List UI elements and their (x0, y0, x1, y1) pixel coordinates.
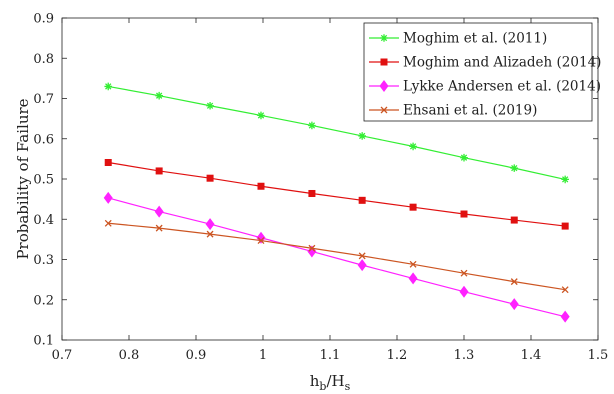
data-point-2-2 (155, 167, 163, 175)
data-point-4-10 (561, 286, 569, 294)
x-axis-label-sub-s: s (345, 380, 351, 393)
series-2 (104, 158, 569, 230)
legend-item-2: Moghim and Alizadeh (2014) (369, 55, 601, 71)
x-tick-label: 1.5 (588, 348, 609, 363)
data-point-1-2 (155, 91, 163, 100)
data-point-2-10 (561, 222, 569, 230)
legend-item-1: Moghim et al. (2011) (369, 31, 547, 47)
legend-item-4: Ehsani et al. (2019) (369, 103, 537, 119)
data-point-1-4 (257, 111, 265, 120)
data-point-1-8 (460, 153, 468, 162)
data-point-3-8 (459, 285, 469, 298)
data-point-4-5 (308, 244, 316, 252)
y-tick-label: 0.6 (33, 132, 54, 147)
x-tick-label: 0.7 (52, 348, 73, 363)
data-point-2-4 (257, 182, 265, 190)
y-tick-label: 0.1 (33, 334, 54, 349)
data-point-3-10 (560, 310, 570, 323)
y-tick-label: 0.2 (33, 293, 54, 308)
data-point-1-3 (206, 101, 214, 110)
y-tick-label: 0.7 (33, 92, 54, 107)
data-point-4-1 (104, 219, 112, 227)
data-point-2-6 (358, 196, 366, 204)
legend-label: Lykke Andersen et al. (2014) (403, 79, 601, 95)
x-axis-label-mid: /H (326, 372, 344, 390)
data-point-4-3 (206, 230, 214, 238)
data-point-3-7 (408, 272, 418, 285)
legend-swatch-marker (380, 58, 388, 66)
series-layer (103, 82, 570, 323)
y-tick-label: 0.3 (33, 253, 54, 268)
series-line-4 (108, 222, 566, 291)
series-line-3 (108, 197, 566, 318)
series-1 (104, 82, 569, 184)
x-tick-label: 1.1 (320, 348, 341, 363)
legend-label: Ehsani et al. (2019) (403, 103, 537, 119)
x-tick-label: 1.4 (521, 348, 542, 363)
x-tick-label: 0.8 (119, 348, 140, 363)
x-tick-label: 1.3 (454, 348, 475, 363)
series-4 (104, 219, 569, 294)
x-tick-label: 1.2 (387, 348, 408, 363)
data-point-3-6 (357, 259, 367, 272)
data-point-1-1 (104, 82, 113, 91)
x-tick-label: 1 (259, 348, 267, 363)
x-axis-label: hb/Hs (310, 372, 351, 393)
data-point-4-2 (155, 224, 163, 232)
x-axis-label-sub-b: b (319, 380, 326, 393)
data-point-1-6 (358, 132, 366, 140)
data-point-2-7 (409, 203, 417, 211)
legend-label: Moghim and Alizadeh (2014) (403, 55, 601, 71)
y-axis-label: Probability of Failure (14, 98, 32, 259)
data-point-1-9 (510, 164, 519, 172)
data-point-3-9 (509, 298, 519, 311)
y-tick-label: 0.5 (33, 173, 54, 188)
data-point-3-3 (205, 218, 215, 231)
legend: Moghim et al. (2011) Moghim and Alizadeh … (363, 22, 601, 122)
data-point-3-2 (154, 205, 164, 218)
legend-swatch-marker (380, 106, 388, 114)
data-point-1-10 (561, 175, 569, 184)
legend-box (363, 22, 593, 122)
legend-label: Moghim et al. (2011) (403, 31, 547, 47)
y-tick-label: 0.4 (33, 213, 54, 228)
data-point-2-8 (460, 210, 468, 218)
x-axis-label-main: h (310, 372, 320, 390)
data-point-4-6 (358, 252, 366, 260)
data-point-2-1 (104, 158, 112, 166)
legend-swatch-marker (379, 80, 389, 92)
data-point-2-5 (308, 189, 316, 197)
legend-item-3: Lykke Andersen et al. (2014) (369, 79, 601, 95)
legend-swatch-marker (380, 34, 388, 42)
series-line-2 (108, 161, 566, 227)
data-point-4-4 (257, 237, 265, 245)
data-point-4-8 (460, 269, 468, 277)
data-point-4-9 (510, 278, 518, 286)
data-point-1-7 (409, 142, 417, 151)
y-tick-label: 0.9 (33, 12, 54, 27)
data-point-4-7 (409, 260, 417, 268)
legend-items: Moghim et al. (2011) Moghim and Alizadeh … (369, 31, 601, 119)
series-line-1 (108, 85, 566, 180)
data-point-1-5 (308, 121, 316, 130)
axes-layer: 0.7 0.8 0.9 1 1.1 1.2 1.3 1.4 1.5 0.1 0.2 0.3 0.4 0.5… (33, 12, 608, 364)
x-tick-label: 0.9 (186, 348, 207, 363)
data-point-2-3 (206, 174, 214, 182)
data-point-2-9 (510, 216, 518, 224)
y-tick-label: 0.8 (33, 52, 54, 67)
data-point-3-1 (103, 191, 113, 204)
